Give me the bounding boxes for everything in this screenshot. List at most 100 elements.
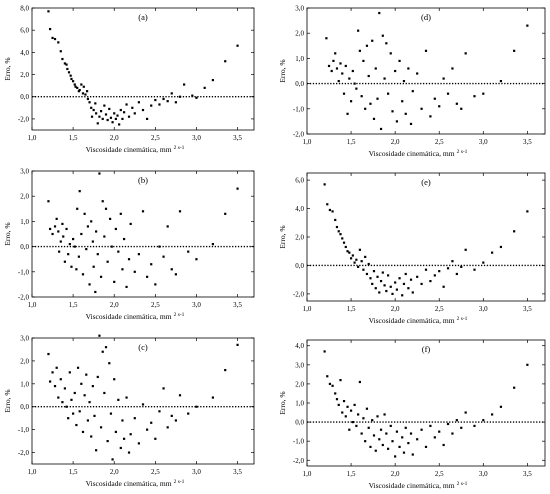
x-tick-label: 3,0 xyxy=(479,305,488,313)
data-point xyxy=(191,94,194,97)
data-point xyxy=(51,36,54,40)
data-point xyxy=(72,80,75,83)
data-point xyxy=(122,437,126,440)
data-point xyxy=(446,267,450,270)
data-point xyxy=(526,210,529,213)
data-point xyxy=(133,112,136,115)
data-point xyxy=(150,263,153,266)
y-tick-label: 3,0 xyxy=(20,168,29,176)
data-point xyxy=(203,86,206,89)
y-tick-label: -1,0 xyxy=(18,268,30,276)
data-point xyxy=(224,212,227,215)
y-axis-label: Erro, % xyxy=(3,57,12,80)
data-point xyxy=(61,401,64,404)
data-point xyxy=(372,117,376,120)
data-point xyxy=(362,417,365,420)
data-point xyxy=(92,265,95,268)
data-point xyxy=(101,200,104,203)
data-point xyxy=(389,52,392,55)
data-point xyxy=(108,107,111,111)
data-point xyxy=(526,24,529,27)
data-point xyxy=(158,410,161,413)
data-point xyxy=(369,445,372,449)
data-point xyxy=(372,270,376,273)
data-point xyxy=(65,63,68,66)
data-point xyxy=(433,436,436,439)
data-point xyxy=(389,285,392,288)
x-tick-label: 3,0 xyxy=(192,468,201,476)
data-point xyxy=(78,190,81,193)
data-point xyxy=(154,98,157,102)
panel-label: (f) xyxy=(422,344,431,354)
data-point xyxy=(72,237,75,241)
data-point xyxy=(328,208,332,212)
data-point xyxy=(401,294,404,297)
y-tick-label: -2,0 xyxy=(293,457,305,465)
data-point xyxy=(81,273,85,276)
data-point xyxy=(125,396,128,399)
data-point xyxy=(99,426,103,429)
data-point xyxy=(77,90,80,93)
data-point xyxy=(65,405,68,408)
y-tick-label: 2,0 xyxy=(295,234,304,242)
y-tick-label: 1,0 xyxy=(20,218,29,226)
x-axis-label: Viscosidade cinemática, mm 2 s-1 xyxy=(86,479,185,488)
data-point xyxy=(391,110,394,113)
data-point xyxy=(442,77,445,80)
data-point xyxy=(325,37,328,40)
data-point xyxy=(94,290,97,294)
data-point xyxy=(349,100,353,103)
data-point xyxy=(70,265,73,268)
data-point xyxy=(391,292,394,295)
data-point xyxy=(376,97,379,100)
data-point xyxy=(59,50,62,53)
data-point xyxy=(398,277,401,280)
data-point xyxy=(150,104,153,107)
data-point xyxy=(146,428,149,431)
x-tick-label: 2,0 xyxy=(110,301,119,309)
data-point xyxy=(121,419,124,422)
x-tick-label: 1,0 xyxy=(303,305,312,313)
data-point xyxy=(383,284,386,287)
data-point xyxy=(74,85,77,88)
data-point xyxy=(47,10,50,13)
data-point xyxy=(59,378,62,381)
data-point xyxy=(371,39,374,42)
data-point xyxy=(68,371,71,374)
x-tick-label: 2,0 xyxy=(391,305,400,313)
data-point xyxy=(446,92,450,95)
data-point xyxy=(114,117,117,121)
data-point xyxy=(455,419,458,422)
data-point xyxy=(91,240,94,243)
data-point xyxy=(386,274,390,277)
data-point xyxy=(378,11,381,15)
data-point xyxy=(367,426,370,429)
x-tick-label: 2,5 xyxy=(151,134,160,142)
data-point xyxy=(416,72,419,75)
y-tick-label: 2,0 xyxy=(20,357,29,365)
data-point xyxy=(376,275,379,278)
data-point xyxy=(83,394,86,397)
x-tick-label: 3,0 xyxy=(479,138,488,146)
data-point xyxy=(367,74,370,78)
data-point xyxy=(513,230,516,233)
data-point xyxy=(109,412,113,415)
data-point xyxy=(80,83,83,86)
data-point xyxy=(420,107,423,110)
data-point xyxy=(358,49,361,52)
data-point xyxy=(116,114,119,117)
data-point xyxy=(106,118,109,122)
data-point xyxy=(482,92,485,95)
data-point xyxy=(53,37,57,41)
data-point xyxy=(433,97,436,100)
data-point xyxy=(78,410,81,413)
data-point xyxy=(119,108,122,112)
x-axis-label: Viscosidade cinemática, mm 2 s-1 xyxy=(86,312,185,321)
data-point xyxy=(401,100,404,103)
data-point xyxy=(146,275,149,278)
y-tick-label: 1,0 xyxy=(295,55,304,63)
data-point xyxy=(379,428,383,431)
data-point xyxy=(113,112,116,115)
data-point xyxy=(127,451,131,454)
data-point xyxy=(351,420,354,424)
